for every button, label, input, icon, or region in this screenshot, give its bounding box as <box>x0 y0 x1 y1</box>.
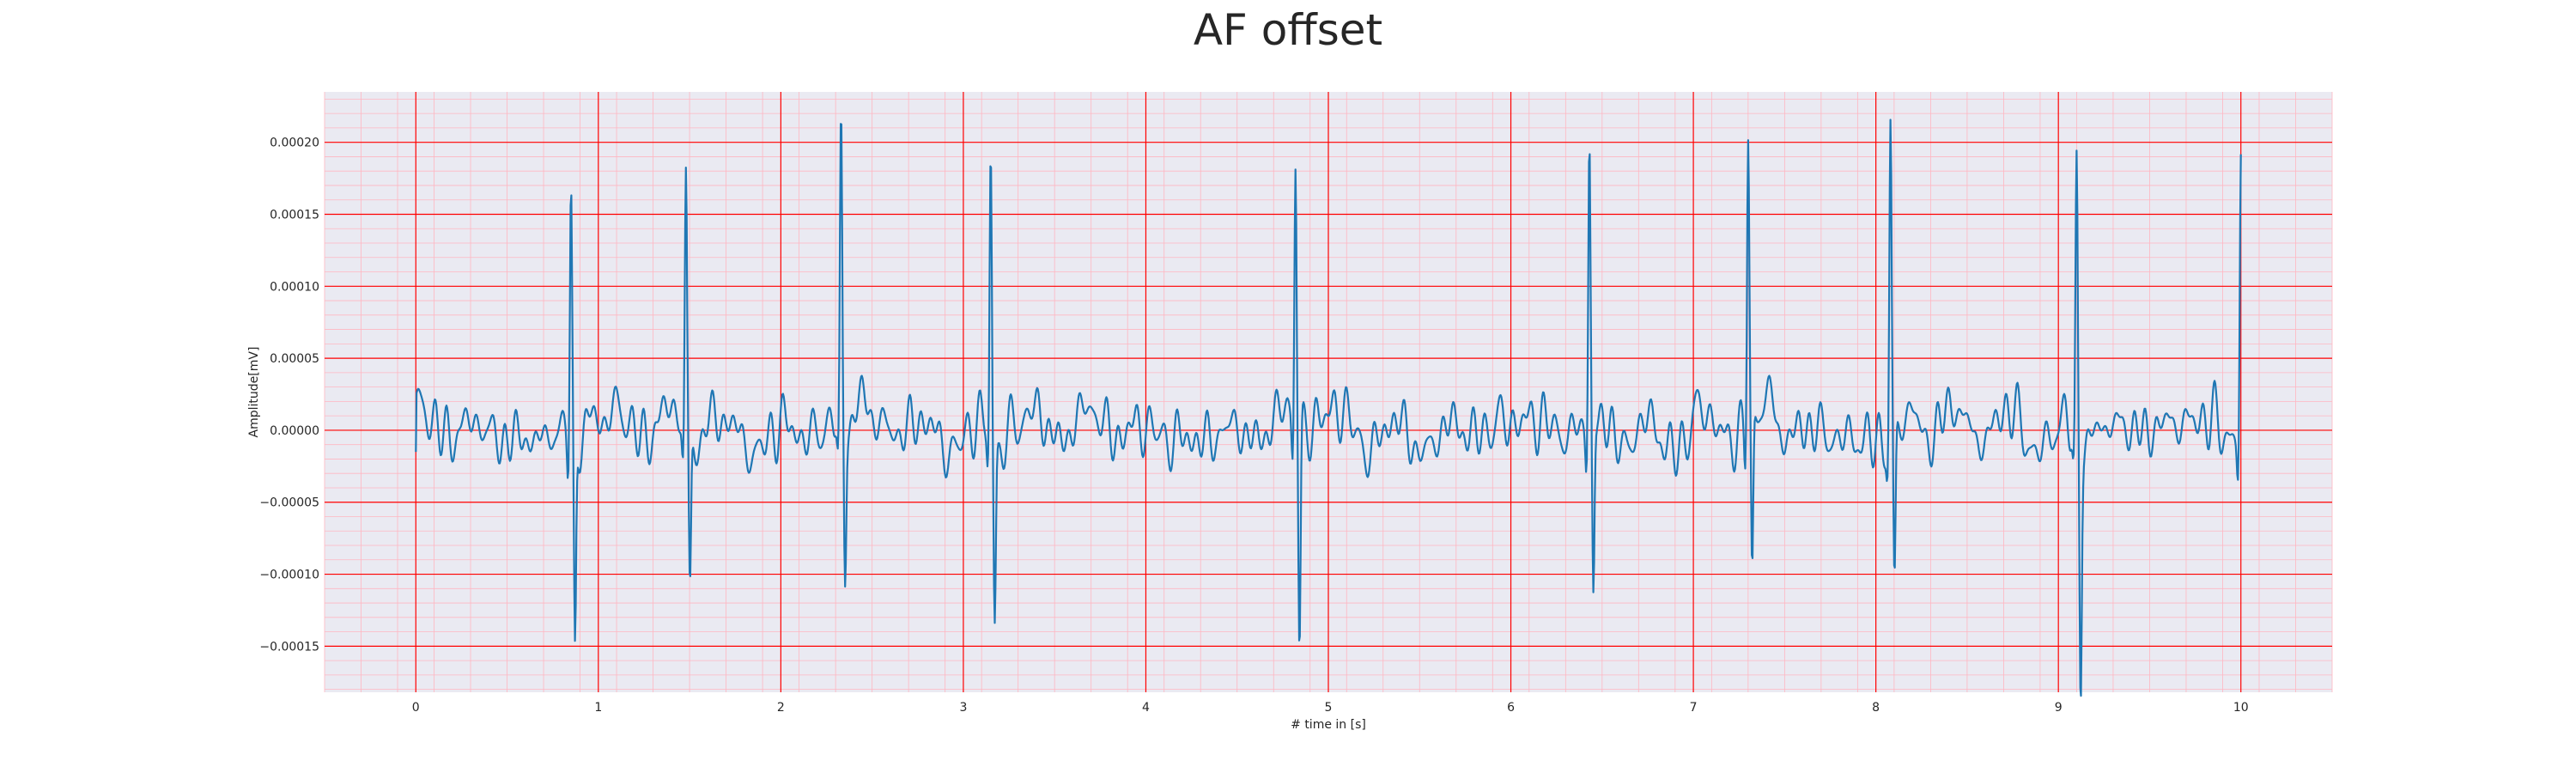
x-tick-label: 9 <box>2055 701 2063 715</box>
x-tick-label: 8 <box>1872 701 1880 715</box>
x-tick-label: 5 <box>1325 701 1333 715</box>
y-tick-label: 0.00020 <box>270 137 319 150</box>
y-tick-label: 0.00015 <box>270 208 319 222</box>
x-tick-label: 2 <box>777 701 785 715</box>
y-tick-label: 0.00000 <box>270 424 319 438</box>
y-tick-label: −0.00005 <box>259 496 319 510</box>
x-tick-label: 6 <box>1507 701 1515 715</box>
x-tick-label: 3 <box>959 701 967 715</box>
y-tick-label: −0.00015 <box>259 640 319 654</box>
y-tick-label: 0.00005 <box>270 352 319 366</box>
y-tick-label: −0.00010 <box>259 569 319 582</box>
x-tick-label: 7 <box>1690 701 1698 715</box>
x-tick-label: 4 <box>1142 701 1150 715</box>
y-axis-label: Amplitude[mV] <box>247 347 261 438</box>
y-tick-label: 0.00010 <box>270 280 319 294</box>
x-tick-label: 10 <box>2233 701 2249 715</box>
x-tick-label: 1 <box>594 701 602 715</box>
ecg-series-line <box>415 119 2242 697</box>
chart-title: AF offset <box>1193 5 1383 55</box>
x-tick-label: 0 <box>412 701 420 715</box>
x-axis-label: # time in [s] <box>1291 718 1366 732</box>
